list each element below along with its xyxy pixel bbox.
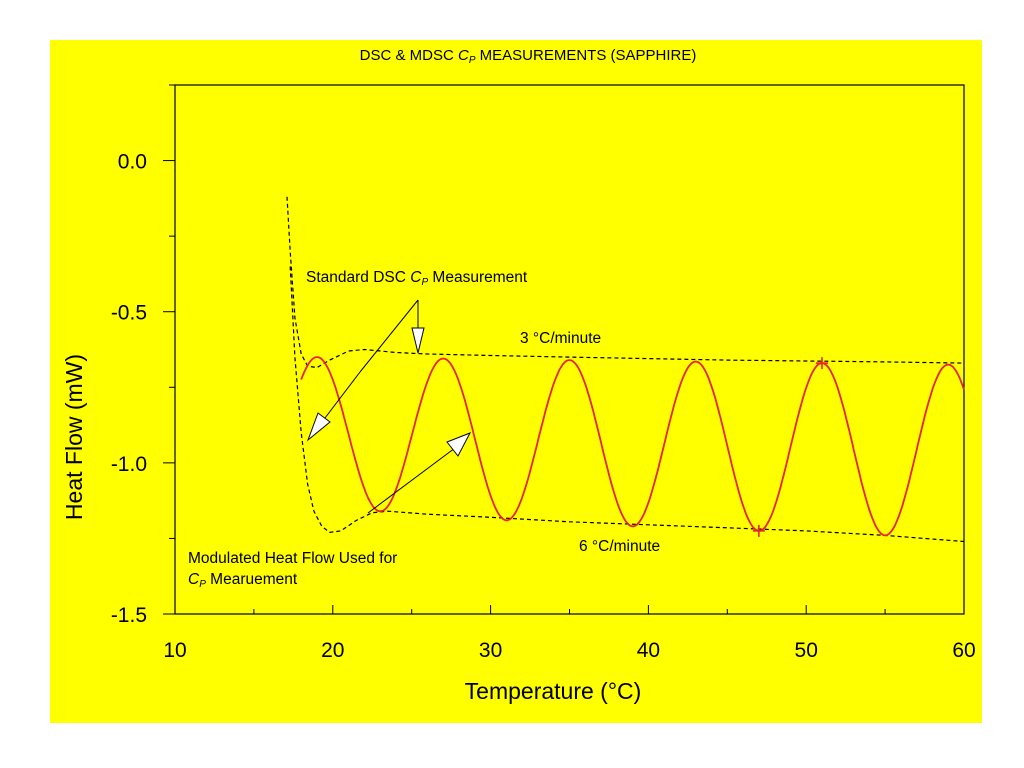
x-tick-label: 20: [321, 639, 344, 662]
title-cp: C: [458, 47, 469, 64]
y-tick-label: 0.0: [118, 151, 147, 174]
x-tick-label: 50: [795, 639, 818, 662]
axis-tick-labels: 10 20 30 40 50 60 0.0 -0.5 -1.0 -1.5: [111, 151, 976, 662]
y-axis-title: Heat Flow (mW): [61, 354, 87, 520]
plus-marker: [752, 524, 765, 537]
x-axis-title: Temperature (°C): [465, 678, 642, 704]
modulated-suffix: Mearuement: [206, 571, 298, 588]
plot-frame: [174, 84, 965, 615]
modulated-label-line2: CP Mearuement: [188, 571, 298, 590]
arrow-standard-line-a: [359, 299, 419, 373]
arrow-modulated-head: [446, 432, 472, 457]
plus-marker: [815, 357, 828, 370]
arrow-standard-line-c: [324, 371, 361, 419]
annotation-arrows: [306, 299, 472, 514]
y-tick-label: -1.5: [111, 604, 147, 627]
rate-top-label: 3 °C/minute: [520, 330, 601, 347]
standard-prefix: Standard DSC: [306, 269, 410, 286]
arrow-modulated-line: [367, 447, 456, 514]
axis-ticks: [163, 84, 965, 615]
standard-cp: C: [410, 269, 422, 286]
x-tick-label: 10: [163, 639, 186, 662]
modulated-label-line1: Modulated Heat Flow Used for: [188, 550, 397, 567]
x-tick-label: 30: [479, 639, 502, 662]
title-prefix: DSC & MDSC: [360, 47, 458, 64]
arrow-standard-head-left: [306, 412, 331, 442]
arrow-standard-head-down: [411, 327, 425, 354]
y-tick-label: -1.0: [111, 453, 147, 476]
modulated-cp: C: [188, 571, 200, 588]
series-modulated-heat-flow: [300, 356, 965, 537]
x-tick-label: 40: [637, 639, 660, 662]
x-tick-label: 60: [952, 639, 975, 662]
standard-suffix: Measurement: [428, 269, 528, 286]
modulated-cp-sub: P: [199, 579, 206, 590]
series-6c-per-min: [289, 266, 965, 543]
series-layer: [286, 196, 965, 543]
rate-bottom-label: 6 °C/minute: [579, 538, 660, 555]
standard-dsc-label: Standard DSC CP Measurement: [306, 269, 528, 288]
title-suffix: MEASUREMENTS (SAPPHIRE): [475, 47, 696, 64]
standard-cp-sub: P: [421, 277, 428, 288]
title-cp-sub: P: [469, 55, 476, 66]
chart-title: DSC & MDSC CP MEASUREMENTS (SAPPHIRE): [360, 47, 697, 66]
y-tick-label: -0.5: [111, 302, 147, 325]
series-3c-per-min: [286, 196, 965, 369]
slide-background: [50, 40, 982, 723]
